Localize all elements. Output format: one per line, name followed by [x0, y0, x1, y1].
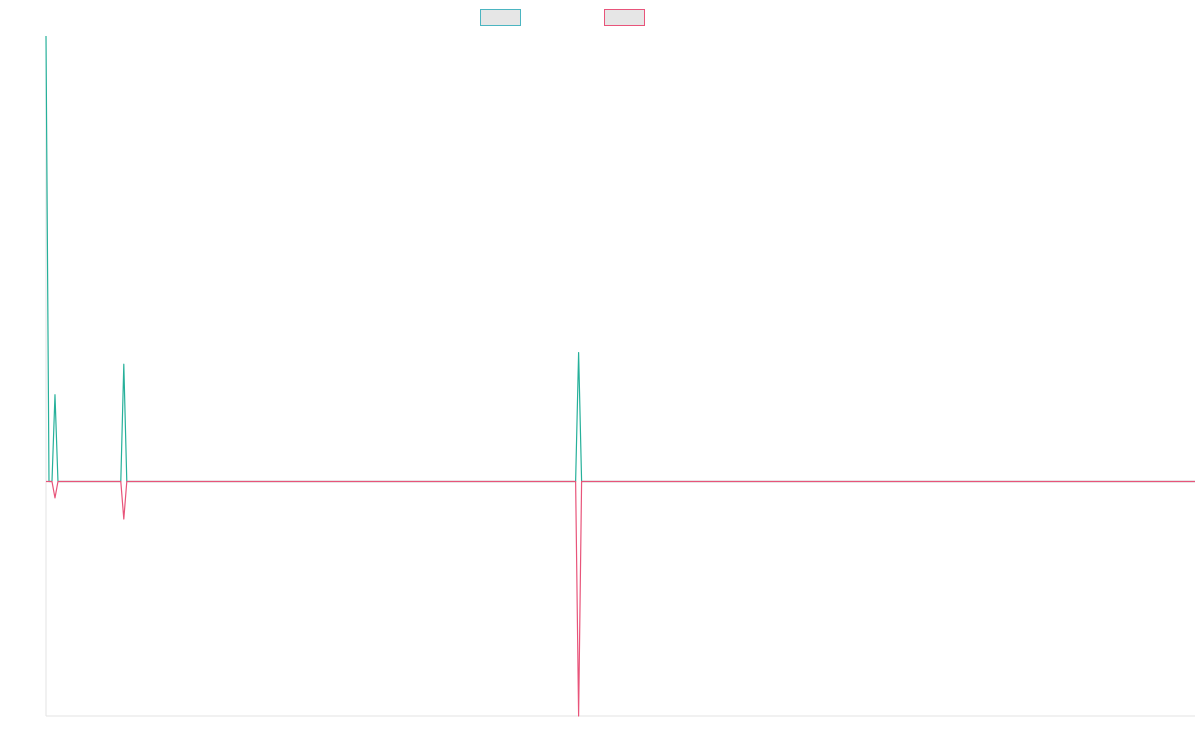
- series-line-2: [46, 480, 1195, 717]
- legend-swatch-1[interactable]: [480, 9, 521, 26]
- series-line-1: [45, 35, 1195, 483]
- legend: [480, 9, 645, 26]
- axes: [45, 36, 1195, 717]
- series-layer: [45, 35, 1195, 717]
- legend-swatch-2[interactable]: [604, 9, 645, 26]
